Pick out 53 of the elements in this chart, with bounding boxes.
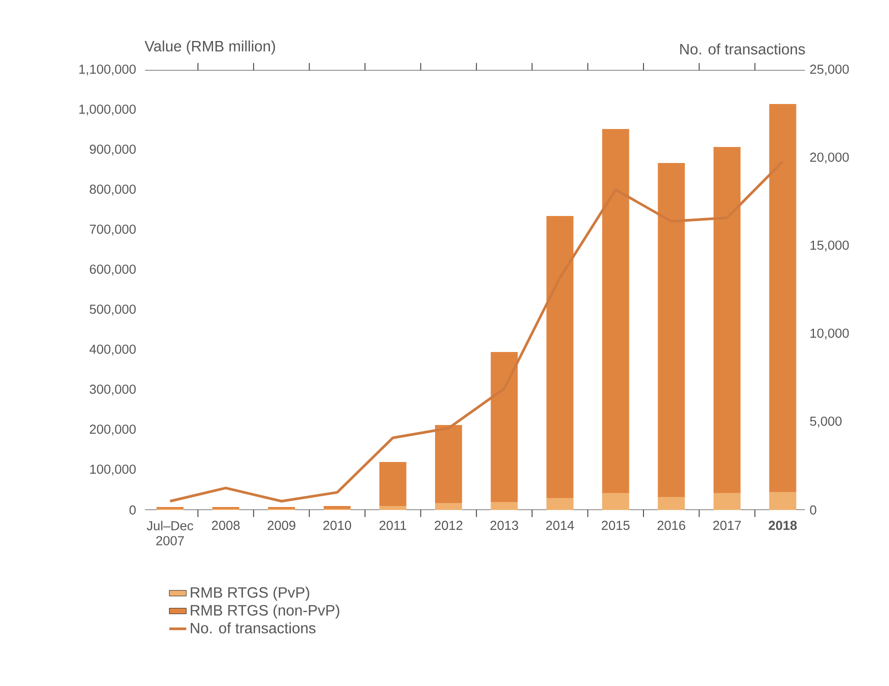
x-tick-label: 2008 (212, 520, 240, 530)
y-tick-label: 100,000 (90, 464, 136, 476)
legend-label: RMB RTGS (non-PvP) (190, 604, 340, 619)
x-tick-label: 2015 (602, 520, 630, 530)
bar (769, 492, 796, 510)
x-tick-label: Jul–Dec 2007 (146, 520, 194, 546)
y-axis-title: Value (RMB million) (144, 40, 275, 54)
bar (658, 497, 685, 510)
y-tick-label: 500,000 (90, 304, 136, 316)
x-tick-label: 2010 (323, 520, 352, 530)
y-tick-label: 800,000 (90, 184, 136, 196)
bar (435, 424, 462, 503)
y-tick-label: 1,100,000 (79, 64, 136, 76)
bar (602, 493, 630, 510)
y-tick-label: 1,000,000 (79, 104, 136, 116)
x-tick-label: 2016 (658, 520, 686, 530)
legend-label: No. of transactions (190, 622, 316, 634)
y2-axis-title: No. of transactions (680, 43, 805, 54)
y-tick-label: 600,000 (90, 264, 136, 276)
bar (658, 162, 685, 497)
bar (435, 503, 462, 510)
x-tick-label: 2018 (768, 520, 797, 530)
y-tick-label: 0 (130, 505, 136, 515)
x-tick-label: 2012 (434, 520, 462, 530)
x-tick-label: 2009 (268, 520, 296, 530)
bar (602, 128, 630, 493)
y2-tick-label: 15,000 (810, 240, 849, 252)
y2-tick-label: 0 (810, 505, 816, 515)
bar (324, 506, 351, 509)
bar (546, 498, 574, 510)
x-tick-label: 2013 (490, 520, 518, 530)
legend-label: RMB RTGS (PvP) (190, 586, 310, 601)
y-tick-label: 300,000 (90, 384, 136, 396)
bar (714, 493, 741, 510)
bar (379, 506, 406, 510)
y-tick-label: 700,000 (90, 224, 136, 236)
y-tick-label: 400,000 (90, 344, 136, 356)
y2-tick-label: 25,000 (810, 64, 849, 76)
y2-tick-label: 20,000 (810, 152, 849, 164)
bar (490, 352, 518, 502)
y2-tick-label: 5,000 (810, 416, 842, 428)
x-tick-label: 2014 (546, 520, 574, 530)
line-series (168, 160, 784, 502)
y-tick-label: 900,000 (90, 144, 136, 156)
bar (546, 216, 574, 498)
y2-tick-label: 10,000 (810, 328, 849, 340)
bar (714, 146, 741, 493)
bar (379, 462, 406, 506)
bar (769, 104, 796, 492)
x-tick-label: 2011 (380, 520, 406, 530)
y-tick-label: 200,000 (90, 424, 136, 436)
x-tick-label: 2017 (713, 520, 741, 530)
bar (490, 502, 518, 510)
